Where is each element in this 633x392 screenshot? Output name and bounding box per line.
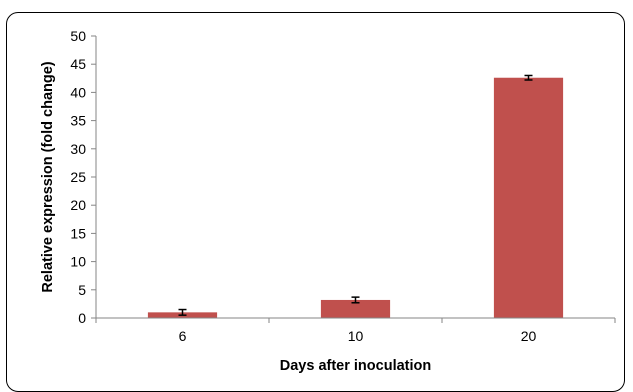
bars <box>147 77 564 319</box>
error-bars <box>178 74 533 316</box>
x-axis-title: Days after inoculation <box>280 358 431 374</box>
error-bar-20 <box>524 74 533 81</box>
bar-10 <box>320 299 391 318</box>
x-tick-label: 20 <box>521 328 537 344</box>
y-tick-label: 20 <box>70 197 86 213</box>
error-bar-10 <box>351 296 360 304</box>
error-bar-6 <box>178 308 187 316</box>
bar-chart: 0 5 10 15 20 25 30 35 40 45 50 6 10 20 Days after in… <box>40 28 616 374</box>
y-tick-label: 15 <box>70 225 86 241</box>
y-tick-label: 40 <box>70 84 86 100</box>
y-tick-label: 35 <box>70 113 86 129</box>
x-tick-label: 6 <box>179 328 187 344</box>
y-tick-label: 5 <box>78 282 86 298</box>
y-axis-title: Relative expression (fold change) <box>40 61 56 292</box>
y-tick-label: 50 <box>70 28 86 44</box>
y-tick-label: 45 <box>70 56 86 72</box>
y-tick-label: 30 <box>70 141 86 157</box>
y-axis-ticks: 0 5 10 15 20 25 30 35 40 45 50 <box>70 28 96 326</box>
bar-20 <box>493 77 564 319</box>
y-tick-label: 10 <box>70 254 86 270</box>
y-tick-label: 25 <box>70 169 86 185</box>
x-tick-label: 10 <box>348 328 364 344</box>
y-tick-label: 0 <box>78 310 86 326</box>
x-axis-ticks: 6 10 20 <box>95 318 616 344</box>
